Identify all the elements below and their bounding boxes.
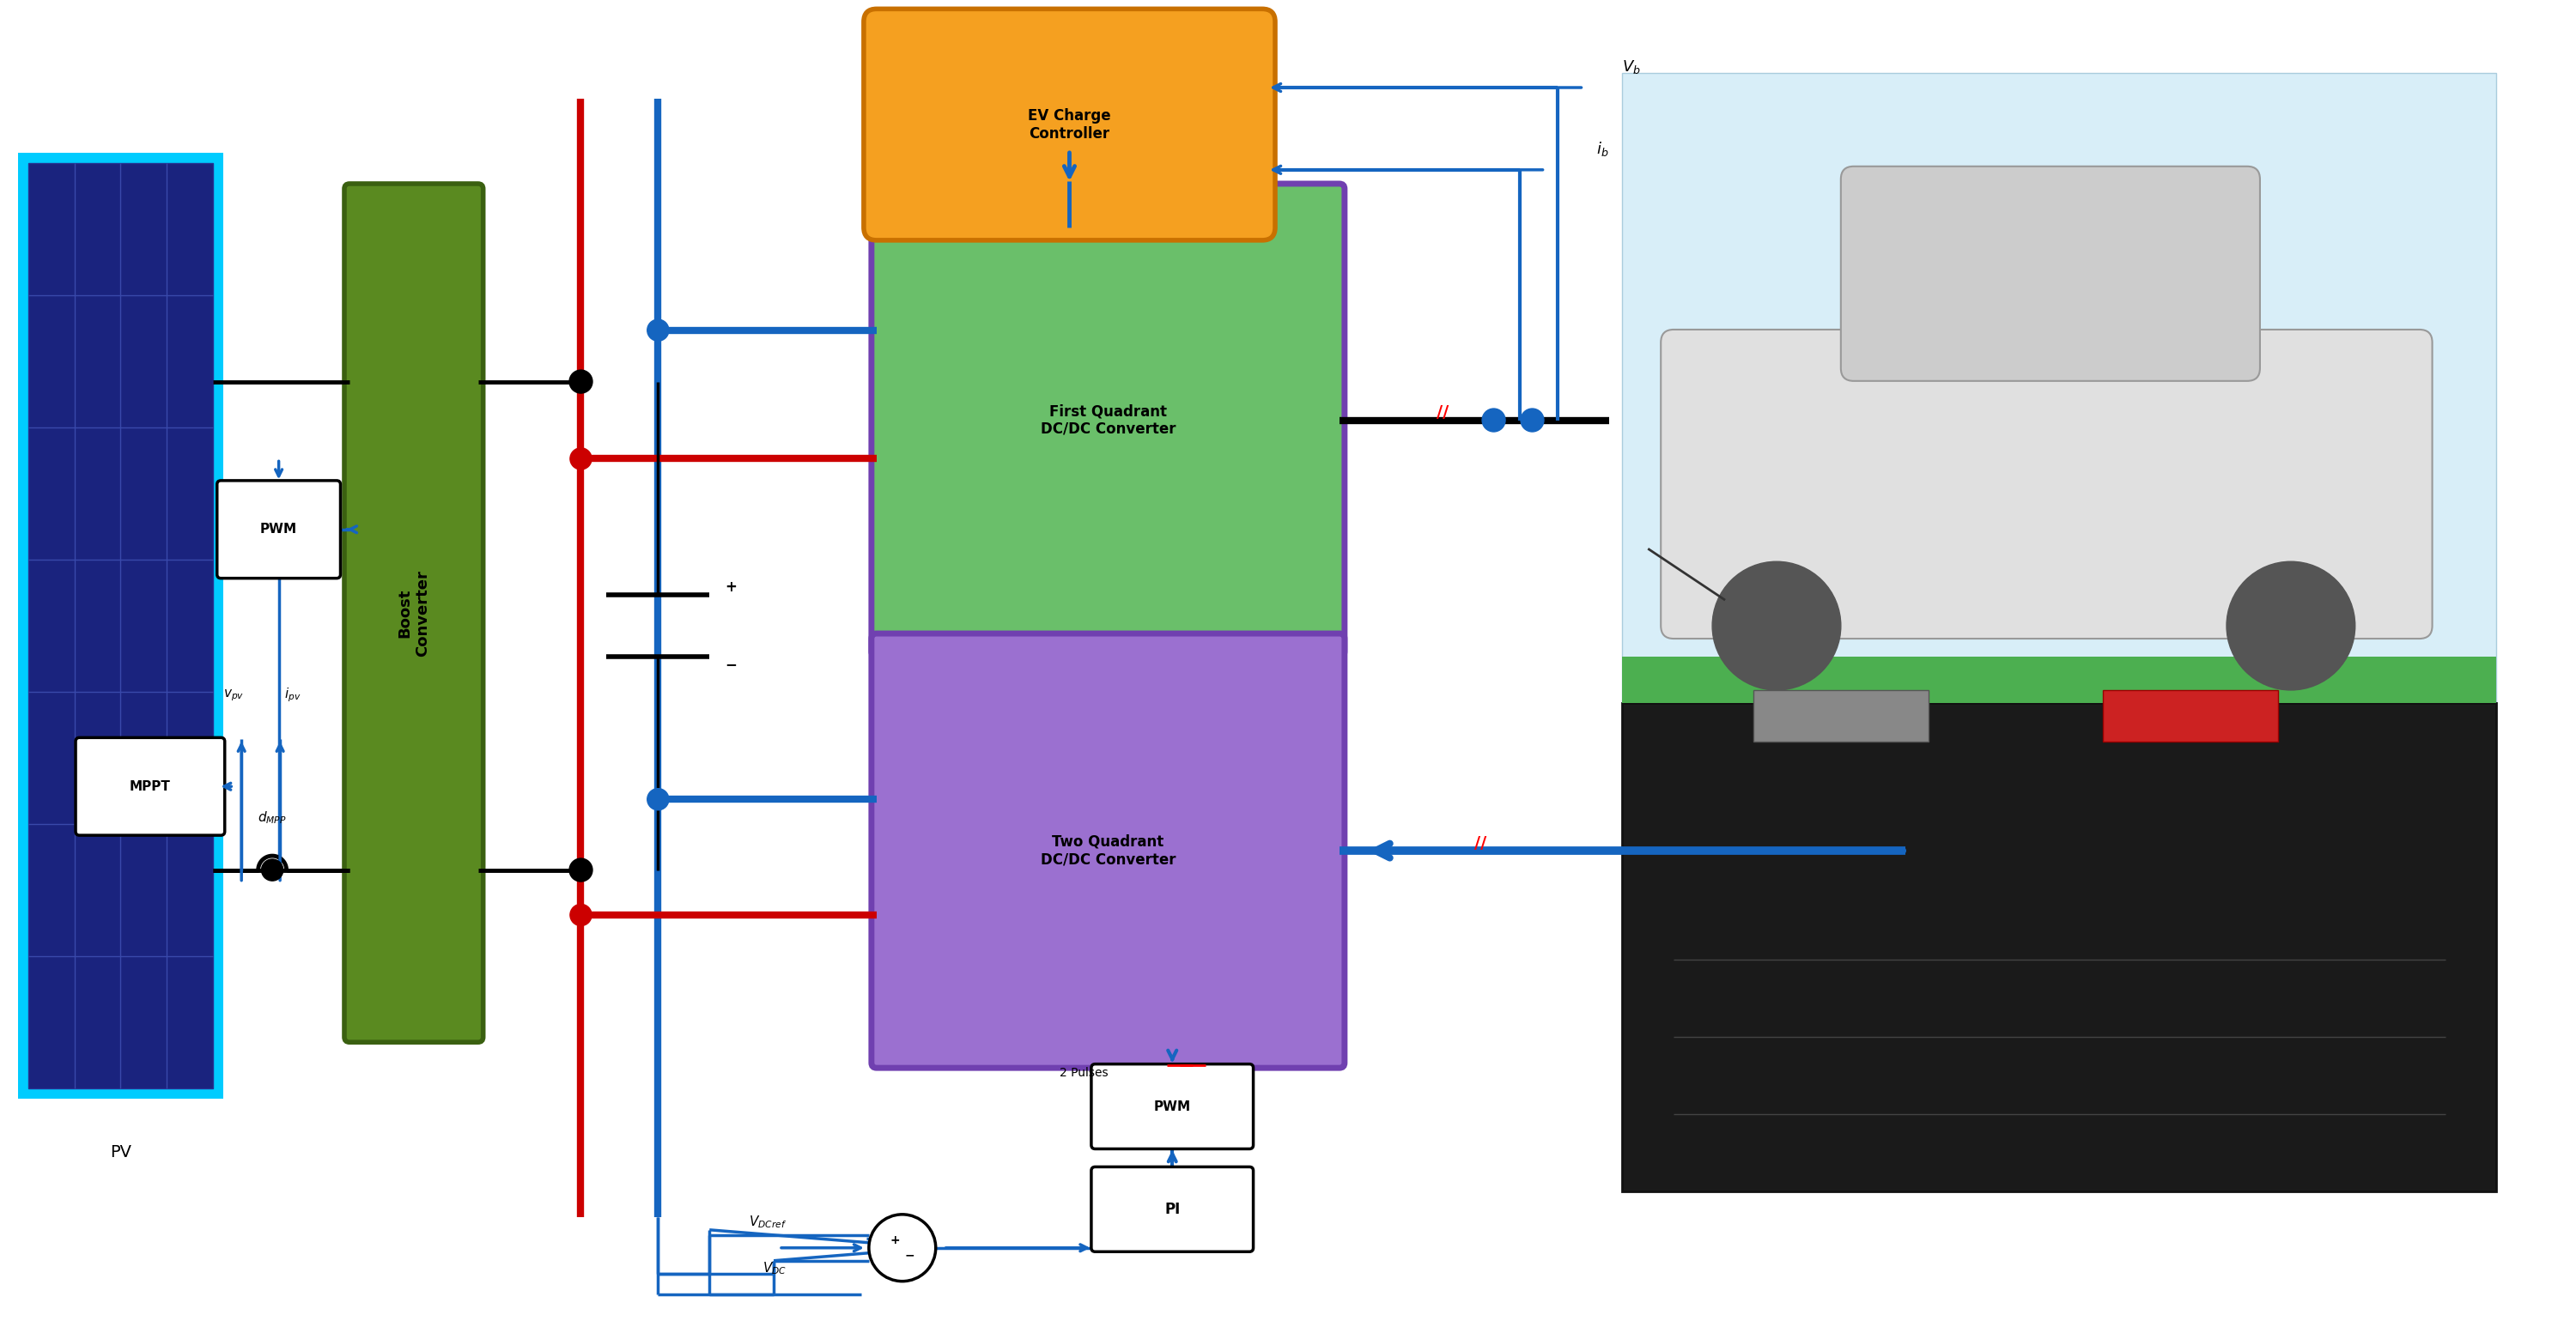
FancyBboxPatch shape xyxy=(345,184,484,1042)
Text: PWM: PWM xyxy=(1154,1100,1190,1112)
Text: $i_{pv}$: $i_{pv}$ xyxy=(283,687,301,704)
Circle shape xyxy=(2226,561,2354,690)
FancyBboxPatch shape xyxy=(216,481,340,579)
FancyBboxPatch shape xyxy=(75,737,224,835)
Text: −: − xyxy=(904,1250,914,1262)
Circle shape xyxy=(1520,408,1543,432)
Text: PI: PI xyxy=(1164,1202,1180,1217)
Text: Boost
Converter: Boost Converter xyxy=(397,569,430,657)
FancyBboxPatch shape xyxy=(871,184,1345,657)
Text: PV: PV xyxy=(111,1144,131,1161)
Text: First Quadrant
DC/DC Converter: First Quadrant DC/DC Converter xyxy=(1041,403,1175,437)
Text: //: // xyxy=(1437,404,1448,420)
Circle shape xyxy=(569,448,592,469)
Text: PWM: PWM xyxy=(260,523,296,536)
Circle shape xyxy=(569,859,592,881)
Circle shape xyxy=(1481,408,1504,432)
Text: Two Quadrant
DC/DC Converter: Two Quadrant DC/DC Converter xyxy=(1041,834,1175,868)
Circle shape xyxy=(1713,561,1842,690)
Text: MPPT: MPPT xyxy=(129,779,170,793)
Text: $i_b$: $i_b$ xyxy=(1597,140,1610,159)
FancyBboxPatch shape xyxy=(863,9,1275,240)
Bar xyxy=(28,162,214,1089)
Text: +: + xyxy=(724,580,737,594)
Bar xyxy=(18,153,224,1099)
Circle shape xyxy=(647,320,670,341)
FancyBboxPatch shape xyxy=(1662,329,2432,638)
Circle shape xyxy=(569,370,592,394)
Text: +: + xyxy=(889,1234,899,1246)
Bar xyxy=(1623,73,2496,703)
Circle shape xyxy=(263,859,283,881)
Bar xyxy=(1623,703,2496,1192)
Text: $V_b$: $V_b$ xyxy=(1623,58,1641,75)
Circle shape xyxy=(868,1214,935,1281)
Text: $V_{DC}$: $V_{DC}$ xyxy=(762,1260,786,1276)
Text: $v_{pv}$: $v_{pv}$ xyxy=(224,688,245,703)
FancyBboxPatch shape xyxy=(1842,166,2259,380)
FancyBboxPatch shape xyxy=(1092,1063,1255,1149)
Text: 2 Pulses: 2 Pulses xyxy=(1059,1067,1108,1079)
Text: //: // xyxy=(1473,835,1486,851)
Text: $d_{MPP}$: $d_{MPP}$ xyxy=(258,810,286,826)
Text: EV Charge
Controller: EV Charge Controller xyxy=(1028,108,1110,141)
FancyBboxPatch shape xyxy=(1092,1166,1255,1252)
Bar xyxy=(1754,690,1929,741)
Text: $V_{DC ref}$: $V_{DC ref}$ xyxy=(750,1214,786,1230)
Bar xyxy=(1623,657,2496,703)
FancyBboxPatch shape xyxy=(871,634,1345,1067)
Circle shape xyxy=(647,789,670,810)
Bar xyxy=(2102,690,2277,741)
Text: −: − xyxy=(724,657,737,672)
Circle shape xyxy=(569,904,592,926)
